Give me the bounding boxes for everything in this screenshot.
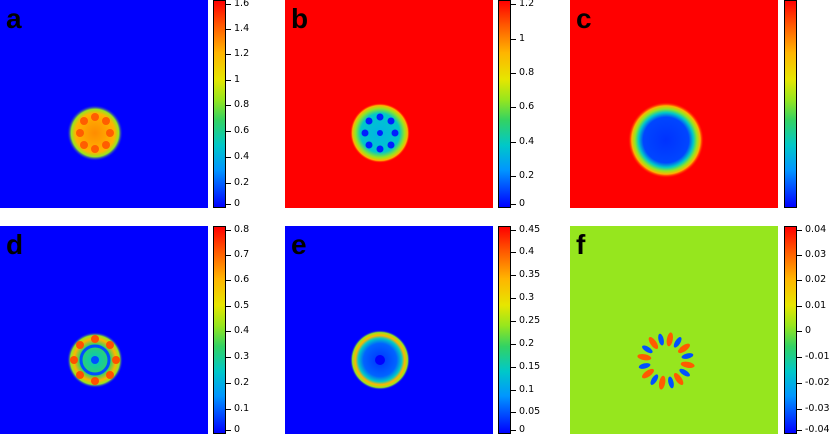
tick-label: 1.2 bbox=[225, 48, 250, 59]
tick-label: 0.02 bbox=[796, 274, 827, 285]
tick-label: 0.5 bbox=[225, 300, 250, 311]
tick-label: 0.3 bbox=[225, 351, 250, 362]
tick-label: 0.35 bbox=[510, 269, 541, 280]
colorbar-ticks-d: 0.8 0.7 0.6 0.5 0.4 0.3 0.2 0.1 0 bbox=[225, 224, 284, 435]
tick-label: -0.02 bbox=[797, 377, 830, 388]
colorbar-a bbox=[213, 0, 226, 208]
heatmap-e bbox=[285, 226, 493, 434]
tick-label: 0.6 bbox=[510, 101, 535, 112]
heatmap-d bbox=[0, 226, 208, 434]
panel-label: b bbox=[291, 3, 309, 34]
panel-label: c bbox=[576, 3, 592, 34]
tick-label: 0.7 bbox=[225, 249, 250, 260]
tick-label: 0.05 bbox=[510, 406, 541, 417]
tick-label: 0.1 bbox=[510, 384, 535, 395]
panel-label: e bbox=[291, 229, 307, 260]
tick-label: 0.8 bbox=[225, 99, 250, 110]
tick-label: 0.4 bbox=[510, 246, 535, 257]
tick-label: 0.25 bbox=[510, 315, 541, 326]
tick-label: 0.8 bbox=[510, 67, 535, 78]
tick-label: 0.1 bbox=[225, 403, 250, 414]
tick-label: 0.2 bbox=[225, 177, 250, 188]
tick-label: 0.4 bbox=[225, 151, 250, 162]
panel-label: a bbox=[6, 3, 22, 34]
colorbar-e bbox=[498, 226, 511, 434]
colorbar-ticks-b: 1.2 1 0.8 0.6 0.4 0.2 0 bbox=[510, 0, 569, 209]
heatmap-c bbox=[570, 0, 778, 208]
tick-label: 1.4 bbox=[225, 23, 250, 34]
colorbar-c bbox=[784, 0, 797, 208]
tick-label: 0 bbox=[225, 424, 241, 435]
panel-d: d bbox=[0, 226, 208, 434]
tick-label: -0.04 bbox=[797, 424, 830, 435]
heatmap-f bbox=[570, 226, 778, 434]
tick-label: 1.2 bbox=[510, 0, 535, 9]
panel-label: d bbox=[6, 229, 24, 260]
colorbar-ticks-f: 0.04 0.03 0.02 0.01 0 -0.01 -0.02 -0.03 … bbox=[796, 224, 830, 435]
tick-label: 0.03 bbox=[796, 249, 827, 260]
tick-label: -0.01 bbox=[797, 351, 830, 362]
tick-label: 0.2 bbox=[225, 377, 250, 388]
panel-c: c bbox=[570, 0, 778, 208]
tick-label: 0.2 bbox=[510, 338, 535, 349]
tick-label: -0.03 bbox=[797, 403, 830, 414]
colorbar-f bbox=[784, 226, 797, 434]
tick-label: 1.6 bbox=[225, 0, 250, 9]
tick-label: 0.2 bbox=[510, 170, 535, 181]
tick-label: 0.4 bbox=[225, 325, 250, 336]
tick-label: 0.4 bbox=[510, 136, 535, 147]
tick-label: 0.04 bbox=[796, 224, 827, 235]
tick-label: 0.8 bbox=[225, 224, 250, 235]
panel-b: b bbox=[285, 0, 493, 208]
panel-e: e bbox=[285, 226, 493, 434]
tick-label: 0.01 bbox=[796, 300, 827, 311]
panel-f: f bbox=[570, 226, 778, 434]
colorbar-ticks-e: 0.45 0.4 0.35 0.3 0.25 0.2 0.15 0.1 0.05… bbox=[510, 224, 569, 435]
colorbar-ticks-a: 1.6 1.4 1.2 1 0.8 0.6 0.4 0.2 0 bbox=[225, 0, 284, 209]
heatmap-b bbox=[285, 0, 493, 208]
tick-label: 0.6 bbox=[225, 125, 250, 136]
tick-label: 0 bbox=[510, 424, 526, 435]
panel-a: a bbox=[0, 0, 208, 208]
tick-label: 0 bbox=[510, 198, 526, 209]
colorbar-b bbox=[498, 0, 511, 208]
tick-label: 0 bbox=[225, 198, 241, 209]
tick-label: 0.3 bbox=[510, 292, 535, 303]
colorbar-d bbox=[213, 226, 226, 434]
tick-label: 0.15 bbox=[510, 361, 541, 372]
panel-label: f bbox=[576, 229, 586, 260]
heatmap-a bbox=[0, 0, 208, 208]
tick-label: 0.45 bbox=[510, 224, 541, 235]
tick-label: 0 bbox=[796, 325, 812, 336]
tick-label: 1 bbox=[225, 74, 241, 85]
tick-label: 1 bbox=[510, 33, 526, 44]
tick-label: 0.6 bbox=[225, 274, 250, 285]
